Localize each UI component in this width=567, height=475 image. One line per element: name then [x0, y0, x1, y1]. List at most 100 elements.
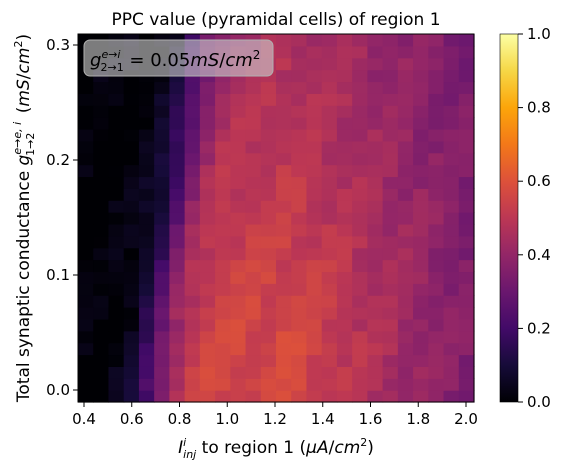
heatmap-cell	[443, 342, 460, 356]
heatmap-cell	[108, 259, 125, 273]
heatmap-cell	[184, 271, 201, 284]
heatmap-cell	[336, 342, 353, 356]
heatmap-cell	[199, 223, 216, 237]
heatmap-cell	[78, 378, 94, 391]
colorbar-tick-label: 0.4	[527, 246, 551, 264]
heatmap-cell	[108, 366, 125, 379]
heatmap-cell	[93, 307, 110, 320]
heatmap-cell	[276, 105, 292, 118]
heatmap-cell	[230, 307, 247, 320]
heatmap-cell	[230, 271, 247, 284]
heatmap-cell	[154, 307, 170, 320]
heatmap-cell	[306, 330, 323, 344]
heatmap-cell	[184, 223, 201, 237]
heatmap-cell	[428, 295, 445, 308]
heatmap-cell	[138, 247, 155, 261]
heatmap-cell	[443, 223, 460, 237]
heatmap-cell	[397, 105, 414, 118]
heatmap-cell	[397, 247, 414, 261]
heatmap-cell	[199, 117, 216, 130]
heatmap-cell	[169, 223, 186, 237]
heatmap-cell	[428, 81, 445, 94]
heatmap-cell	[306, 188, 323, 201]
heatmap-cell	[184, 93, 201, 106]
heatmap-cell	[184, 342, 201, 356]
heatmap-cell	[215, 212, 231, 225]
heatmap-cell	[276, 247, 292, 261]
heatmap-cell	[199, 105, 216, 118]
heatmap-cell	[382, 235, 399, 249]
heatmap-cell	[321, 295, 338, 308]
heatmap-cell	[397, 117, 414, 130]
heatmap-cell	[428, 390, 445, 403]
heatmap-cell	[321, 176, 338, 189]
heatmap-cell	[306, 176, 323, 189]
heatmap-cell	[458, 283, 475, 296]
heatmap-cell	[108, 93, 125, 106]
heatmap-cell	[123, 235, 140, 249]
heatmap-cell	[123, 247, 140, 261]
heatmap-cell	[458, 93, 475, 106]
heatmap-cell	[78, 307, 94, 320]
heatmap-cell	[352, 128, 368, 142]
heatmap-cell	[306, 212, 323, 225]
heatmap-cell	[306, 307, 323, 320]
heatmap-cell	[321, 117, 338, 130]
heatmap-cell	[169, 93, 186, 106]
heatmap-cell	[230, 354, 247, 367]
heatmap-cell	[93, 128, 110, 142]
heatmap-cell	[154, 354, 170, 367]
heatmap-cell	[397, 235, 414, 249]
heatmap-cell	[260, 390, 277, 403]
heatmap-cell	[123, 117, 140, 130]
heatmap-cell	[382, 247, 399, 261]
heatmap-cell	[215, 390, 231, 403]
heatmap-cell	[336, 318, 353, 332]
heatmap-cell	[306, 117, 323, 130]
heatmap-cell	[336, 69, 353, 83]
heatmap-cell	[291, 45, 308, 59]
heatmap-cell	[245, 378, 262, 391]
heatmap-cell	[352, 259, 368, 273]
heatmap-cell	[413, 93, 429, 106]
heatmap-cell	[367, 105, 384, 118]
heatmap-cell	[443, 390, 460, 403]
heatmap-cell	[78, 223, 94, 237]
heatmap-cell	[184, 235, 201, 249]
heatmap-cell	[184, 366, 201, 379]
heatmap-cell	[336, 212, 353, 225]
heatmap-cell	[245, 152, 262, 166]
heatmap-cell	[78, 295, 94, 308]
heatmap-cell	[276, 81, 292, 94]
heatmap-cell	[397, 93, 414, 106]
heatmap-cell	[215, 223, 231, 237]
heatmap-cell	[78, 342, 94, 356]
heatmap-cell	[276, 164, 292, 178]
heatmap-cell	[276, 330, 292, 344]
heatmap-cell	[154, 366, 170, 379]
heatmap-cell	[138, 105, 155, 118]
heatmap-cell	[443, 283, 460, 296]
heatmap-cell	[215, 117, 231, 130]
heatmap-cell	[413, 45, 429, 59]
heatmap-cell	[321, 152, 338, 166]
heatmap-cell	[138, 295, 155, 308]
x-tick-label: 1.2	[263, 410, 287, 428]
heatmap-cell	[260, 342, 277, 356]
heatmap-cell	[428, 283, 445, 296]
heatmap-cell	[413, 57, 429, 71]
heatmap-cell	[428, 223, 445, 237]
heatmap-cell	[276, 69, 292, 83]
heatmap-cell	[291, 235, 308, 249]
heatmap-cell	[336, 354, 353, 367]
heatmap-cell	[138, 152, 155, 166]
heatmap-cell	[367, 390, 384, 403]
x-tick-label: 1.6	[359, 410, 383, 428]
heatmap-cell	[93, 366, 110, 379]
heatmap-cell	[108, 307, 125, 320]
heatmap-cell	[230, 330, 247, 344]
annotation-box: ge→i 2→1 = 0.05mS/cm2	[83, 39, 274, 77]
heatmap-cell	[382, 223, 399, 237]
heatmap-cell	[184, 212, 201, 225]
heatmap-cell	[276, 295, 292, 308]
